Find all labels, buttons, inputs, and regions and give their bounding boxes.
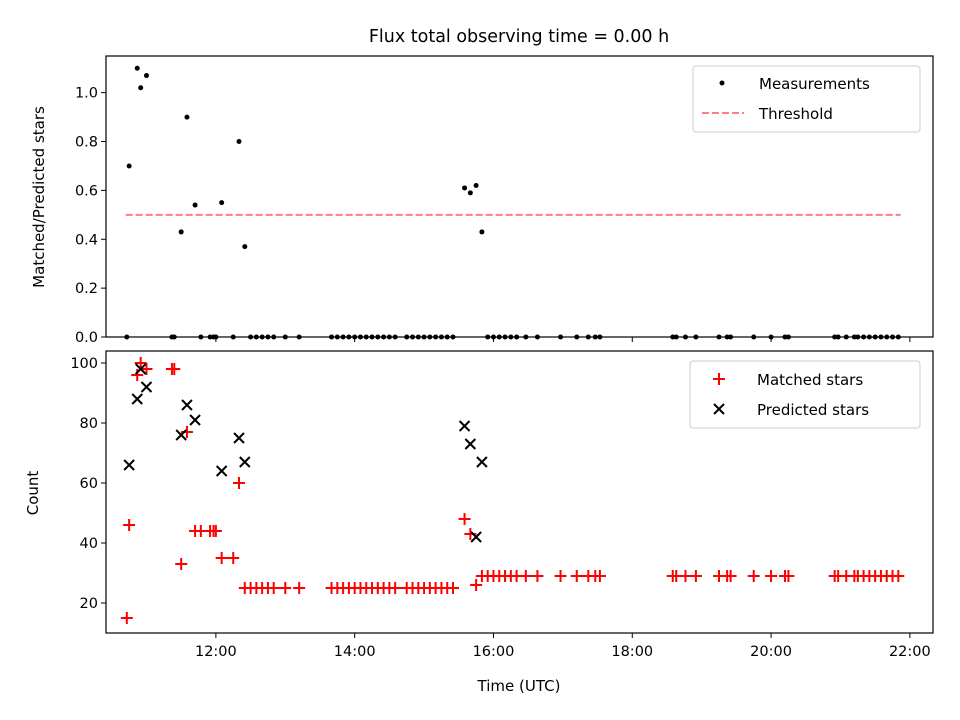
- predicted-star-point: [239, 456, 251, 468]
- matched-star-point: [782, 570, 795, 582]
- matched-star-point: [679, 570, 692, 582]
- measurement-point: [143, 73, 149, 79]
- measurement-point: [462, 185, 468, 191]
- legend-measurements-label: Measurements: [759, 75, 870, 93]
- ratio-axes: 0.0 0.2 0.4 0.6 0.8 1.0: [75, 86, 911, 346]
- count-plot-frame: [105, 350, 934, 634]
- ratio-y-tick-label: 0.4: [75, 232, 98, 248]
- predicted-star-point: [464, 438, 477, 450]
- count-y-tick-label: 20: [80, 596, 98, 612]
- ratio-y-tick-label: 0.6: [75, 183, 98, 199]
- matched-star-point: [175, 558, 188, 570]
- ratio-y-tick-label: 0.2: [75, 281, 98, 297]
- matched-star-point: [120, 612, 133, 624]
- legend-matched-marker: [713, 373, 725, 385]
- chart-title: Flux total observing time = 0.00 h: [369, 27, 669, 47]
- predicted-star-point: [470, 531, 482, 543]
- matched-star-point: [215, 552, 228, 564]
- matched-star-point: [446, 582, 459, 594]
- count-panel: 20 40 60 80 100 12:00 14:00 16:00 18:00 20:00 22:0…: [24, 350, 934, 695]
- measurement-point: [479, 229, 485, 235]
- measurement-point: [138, 85, 144, 91]
- count-y-tick-label: 60: [80, 476, 98, 492]
- matched-star-point: [267, 582, 280, 594]
- predicted-star-point: [215, 465, 228, 477]
- predicted-star-point: [131, 393, 143, 405]
- count-legend-box: [689, 360, 921, 429]
- ratio-y-axis-label: Matched/Predicted stars: [30, 106, 48, 288]
- matched-star-point: [131, 369, 144, 381]
- count-legend: Matched stars Predicted stars: [689, 360, 921, 429]
- matched-star-point: [168, 363, 181, 375]
- matched-star-point: [892, 570, 905, 582]
- matched-star-point: [519, 570, 532, 582]
- matched-star-point: [593, 570, 606, 582]
- matched-star-point: [293, 582, 306, 594]
- count-x-tick-label: 20:00: [750, 644, 792, 660]
- matched-star-point: [765, 570, 778, 582]
- ratio-y-tick-label: 0.0: [75, 330, 98, 346]
- matched-star-point: [470, 579, 483, 591]
- legend-predicted-label: Predicted stars: [757, 401, 869, 419]
- matched-star-point: [531, 570, 544, 582]
- predicted-star-point: [476, 456, 488, 468]
- count-axes: 20 40 60 80 100 12:00 14:00 16:00 18:00 20:00 22:0…: [70, 356, 930, 660]
- legend-matched-label: Matched stars: [757, 371, 863, 389]
- count-x-tick-label: 14:00: [334, 644, 376, 660]
- measurement-point: [134, 65, 140, 71]
- count-x-tick-label: 12:00: [195, 644, 237, 660]
- predicted-star-point: [140, 381, 153, 393]
- predicted-star-point: [189, 414, 201, 426]
- measurement-point: [242, 244, 248, 250]
- legend-threshold-label: Threshold: [758, 105, 833, 123]
- predicted-star-point: [233, 432, 245, 444]
- predicted-star-point: [181, 399, 193, 411]
- count-y-tick-label: 40: [80, 536, 98, 552]
- predicted-star-point: [175, 429, 187, 441]
- measurement-point: [178, 229, 184, 235]
- ratio-legend: Measurements Threshold: [692, 65, 921, 133]
- count-y-tick-label: 100: [70, 356, 98, 372]
- matched-star-point: [689, 570, 702, 582]
- predicted-star-point: [134, 363, 147, 375]
- ratio-panel: 0.0 0.2 0.4 0.6 0.8 1.0 Matched/Predicted sta…: [30, 55, 934, 346]
- matched-star-point: [458, 513, 471, 525]
- ratio-legend-box: [692, 65, 921, 133]
- matched-star-point: [279, 582, 292, 594]
- measurement-point: [473, 183, 479, 189]
- ratio-y-tick-label: 1.0: [75, 86, 98, 102]
- count-x-axis-label: Time (UTC): [477, 677, 561, 695]
- predicted-star-point: [458, 420, 471, 432]
- matched-star-point: [389, 582, 402, 594]
- legend-predicted-marker: [713, 403, 725, 415]
- matched-star-point: [233, 477, 246, 489]
- matched-star-point: [554, 570, 567, 582]
- legend-measurements-marker: [719, 80, 725, 86]
- matched-star-point: [747, 570, 760, 582]
- count-y-axis-label: Count: [24, 471, 42, 516]
- matched-star-point: [134, 357, 147, 369]
- matched-star-point: [140, 363, 153, 375]
- measurement-point: [236, 139, 242, 145]
- measurement-point: [184, 114, 190, 120]
- count-y-tick-label: 80: [80, 416, 98, 432]
- ratio-y-tick-label: 0.8: [75, 135, 98, 151]
- measurement-point: [467, 190, 473, 196]
- ratio-marks: [124, 65, 901, 340]
- matched-star-point: [227, 552, 240, 564]
- count-x-tick-label: 22:00: [889, 644, 931, 660]
- count-x-tick-label: 16:00: [473, 644, 515, 660]
- matched-star-point: [123, 519, 136, 531]
- measurement-point: [192, 202, 198, 208]
- count-marks: [120, 357, 905, 624]
- matched-star-point: [570, 570, 583, 582]
- matched-star-point: [724, 570, 737, 582]
- matched-star-point: [209, 525, 222, 537]
- predicted-star-point: [123, 459, 135, 471]
- ratio-plot-frame: [105, 55, 934, 338]
- count-x-tick-label: 18:00: [611, 644, 653, 660]
- measurement-point: [219, 200, 225, 206]
- measurement-point: [126, 163, 132, 169]
